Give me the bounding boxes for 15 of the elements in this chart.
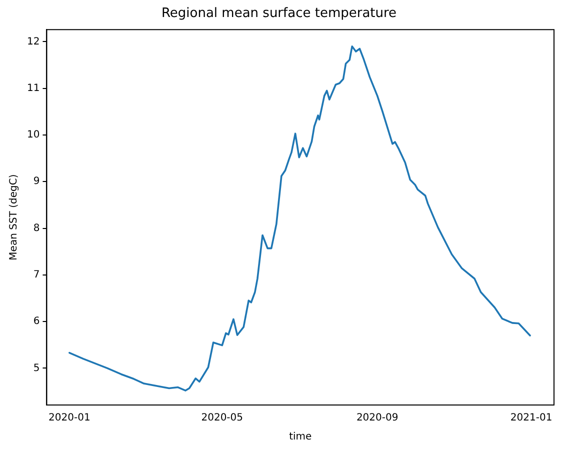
y-tick-label: 8 (33, 222, 40, 234)
x-tick-label: 2020-05 (201, 412, 244, 424)
y-tick-label: 9 (33, 176, 40, 188)
x-tick-label: 2020-09 (356, 412, 398, 424)
chart-title: Regional mean surface temperature (161, 6, 397, 22)
y-tick-label: 11 (26, 82, 40, 94)
y-tick-label: 7 (33, 269, 40, 280)
y-tick-label: 10 (26, 130, 40, 141)
x-axis-title: time (289, 432, 312, 443)
y-tick-label: 6 (33, 316, 40, 328)
y-tick-label: 12 (26, 36, 40, 48)
x-tick-label: 2020-01 (48, 412, 90, 424)
x-tick-label: 2021-01 (510, 412, 552, 424)
y-axis-title: Mean SST (degC) (8, 174, 20, 260)
y-tick-label: 5 (33, 362, 40, 374)
